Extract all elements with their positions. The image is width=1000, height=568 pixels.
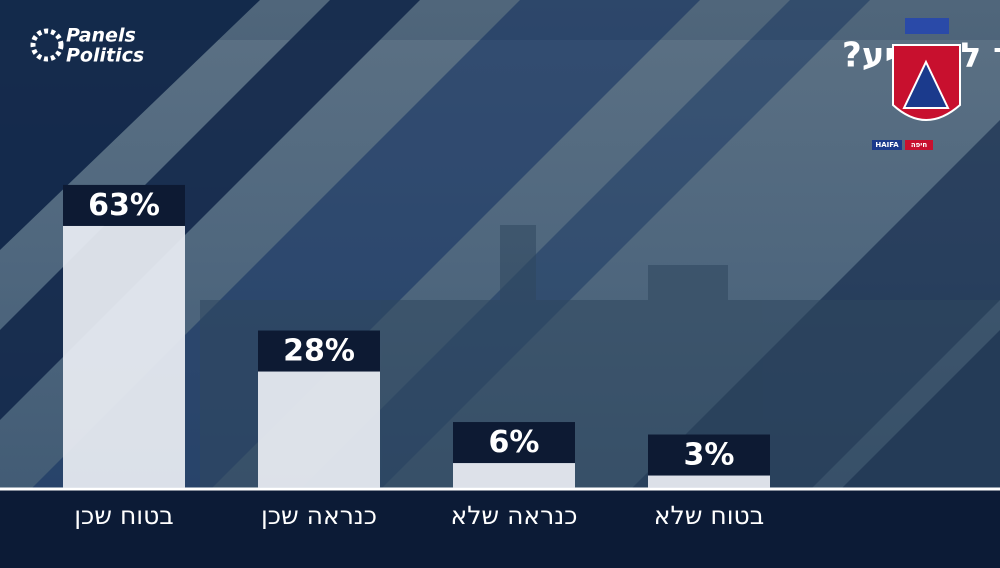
category-label: כנראה שלא [451,501,578,530]
emblem-text: HAIFA [875,141,899,149]
emblem-text: חיפה [911,141,927,149]
value-label-box [648,434,770,476]
value-label: 6% [489,425,540,460]
bottom-band [0,490,1000,568]
bar [453,463,575,488]
category-label: כנראה שכן [261,501,377,530]
bar [648,475,770,488]
category-label: בטוח שכן [74,501,174,530]
value-label: 3% [684,438,735,473]
value-label: 28% [283,334,355,369]
value-label-box [258,330,380,372]
emblem: HAIFA חיפה [872,18,961,150]
bar [258,371,380,488]
value-label-box [63,184,185,226]
brand-logo: Panels Politics [30,25,144,67]
category-label: בטוח שלא [654,501,764,530]
value-label: 63% [88,188,160,223]
brand-line: Panels [66,25,136,47]
brand-icon [30,28,64,62]
brand-line: Politics [66,45,144,67]
value-label-box [453,422,575,464]
bar [63,225,185,489]
